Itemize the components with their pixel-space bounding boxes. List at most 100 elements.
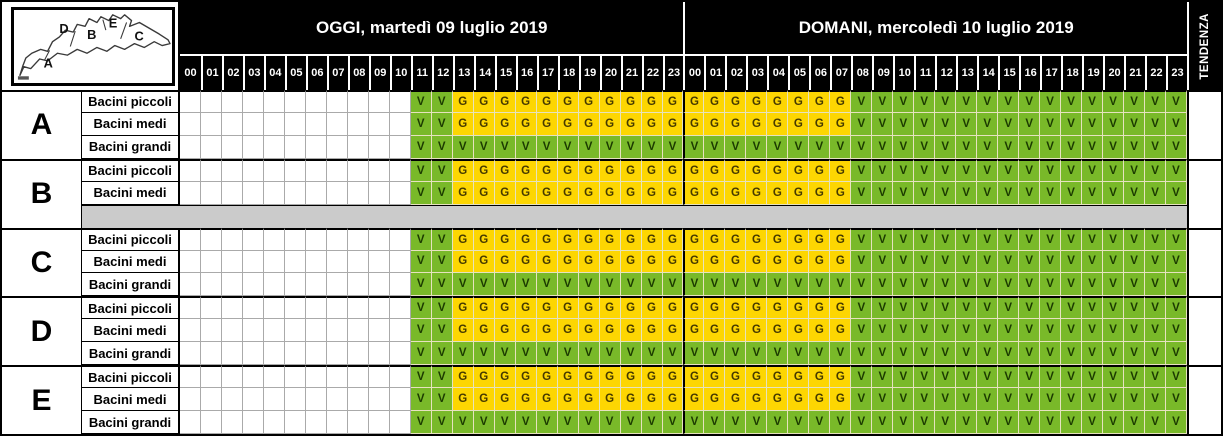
- alert-cell: [263, 90, 285, 113]
- alert-cell: V: [410, 112, 432, 136]
- alert-cell: [221, 90, 243, 113]
- alert-cell: [368, 388, 390, 412]
- alert-cell: V: [431, 90, 453, 113]
- alert-cell: V: [515, 411, 537, 434]
- alert-cell: V: [935, 250, 957, 274]
- alert-cell: V: [410, 250, 432, 274]
- alert-cell: G: [641, 250, 663, 274]
- alert-cell: [368, 112, 390, 136]
- alert-cell: G: [809, 181, 831, 205]
- alert-cell: G: [536, 112, 558, 136]
- alert-cell: G: [515, 388, 537, 412]
- alert-cell: G: [662, 181, 684, 205]
- alert-cell: G: [452, 90, 474, 113]
- alert-cell: [263, 296, 285, 320]
- alert-cell: G: [704, 158, 726, 182]
- alert-cell: V: [893, 250, 915, 274]
- alert-cell: V: [872, 319, 894, 343]
- tendenza-cell: [1186, 296, 1221, 366]
- alert-cell: V: [872, 112, 894, 136]
- alert-cell: G: [473, 158, 495, 182]
- hour-header-cell: 05: [284, 54, 306, 90]
- alert-cell: [180, 296, 201, 320]
- liguria-map: A B C D E: [17, 14, 171, 80]
- alert-cell: V: [1061, 112, 1083, 136]
- alert-cell: V: [977, 411, 999, 434]
- alert-cell: [368, 250, 390, 274]
- alert-cell: G: [704, 388, 726, 412]
- alert-cell: V: [431, 342, 453, 366]
- alert-cell: V: [410, 158, 432, 182]
- alert-cell: [180, 90, 201, 113]
- alert-cell: G: [494, 365, 516, 389]
- alert-cell: G: [830, 181, 852, 205]
- alert-cell: V: [1040, 90, 1062, 113]
- alert-cell: V: [1124, 319, 1146, 343]
- alert-cell: [284, 296, 306, 320]
- hour-header-cell: 13: [956, 54, 978, 90]
- alert-cell: [180, 181, 201, 205]
- alert-cell: V: [1082, 250, 1104, 274]
- basin-label: Bacini medi: [82, 181, 180, 205]
- alert-cell: [221, 250, 243, 274]
- alert-cell: V: [1019, 90, 1041, 113]
- alert-cell: V: [914, 342, 936, 366]
- alert-cell: V: [956, 158, 978, 182]
- alert-cell: V: [578, 135, 600, 159]
- alert-cell: V: [431, 227, 453, 251]
- alert-cell: V: [1145, 342, 1167, 366]
- alert-cell: G: [788, 227, 810, 251]
- basin-label: Bacini medi: [82, 319, 180, 343]
- alert-cell: G: [578, 227, 600, 251]
- alert-cell: [200, 227, 222, 251]
- hour-header-cell: 03: [746, 54, 768, 90]
- alert-cell: V: [1124, 273, 1146, 297]
- alert-cell: V: [914, 227, 936, 251]
- alert-cell: V: [1040, 112, 1062, 136]
- alert-cell: V: [431, 411, 453, 434]
- alert-cell: [284, 250, 306, 274]
- hour-header-cell: 16: [515, 54, 537, 90]
- alert-cell: V: [1145, 365, 1167, 389]
- alert-cell: V: [914, 181, 936, 205]
- alert-cell: [347, 135, 369, 159]
- alert-cell: V: [683, 135, 705, 159]
- alert-cell: [347, 250, 369, 274]
- alert-cell: V: [683, 342, 705, 366]
- alert-cell: G: [536, 365, 558, 389]
- alert-cell: [284, 388, 306, 412]
- alert-cell: V: [767, 342, 789, 366]
- alert-cell: V: [956, 388, 978, 412]
- alert-cell: V: [1145, 227, 1167, 251]
- alert-cell: V: [851, 135, 873, 159]
- alert-cell: G: [830, 227, 852, 251]
- alert-cell: [263, 250, 285, 274]
- alert-cell: [326, 250, 348, 274]
- alert-cell: V: [809, 411, 831, 434]
- alert-cell: G: [494, 227, 516, 251]
- alert-cell: G: [599, 90, 621, 113]
- hour-header-cell: 20: [599, 54, 621, 90]
- hour-header-cell: 08: [851, 54, 873, 90]
- alert-cell: G: [536, 181, 558, 205]
- alert-cell: G: [767, 365, 789, 389]
- alert-cell: V: [977, 273, 999, 297]
- alert-cell: V: [599, 342, 621, 366]
- alert-cell: G: [515, 181, 537, 205]
- hour-header-cell: 02: [221, 54, 243, 90]
- alert-cell: V: [641, 273, 663, 297]
- basin-label: Bacini piccoli: [82, 90, 180, 113]
- alert-cell: G: [557, 388, 579, 412]
- alert-cell: V: [410, 319, 432, 343]
- alert-cell: [263, 158, 285, 182]
- alert-cell: V: [935, 181, 957, 205]
- alert-cell: V: [1040, 342, 1062, 366]
- alert-cell: V: [725, 135, 747, 159]
- hour-header-cell: 07: [830, 54, 852, 90]
- alert-cell: [389, 227, 411, 251]
- alert-cell: G: [641, 227, 663, 251]
- alert-cell: [263, 112, 285, 136]
- alert-cell: V: [893, 273, 915, 297]
- alert-cell: V: [473, 135, 495, 159]
- alert-cell: [200, 273, 222, 297]
